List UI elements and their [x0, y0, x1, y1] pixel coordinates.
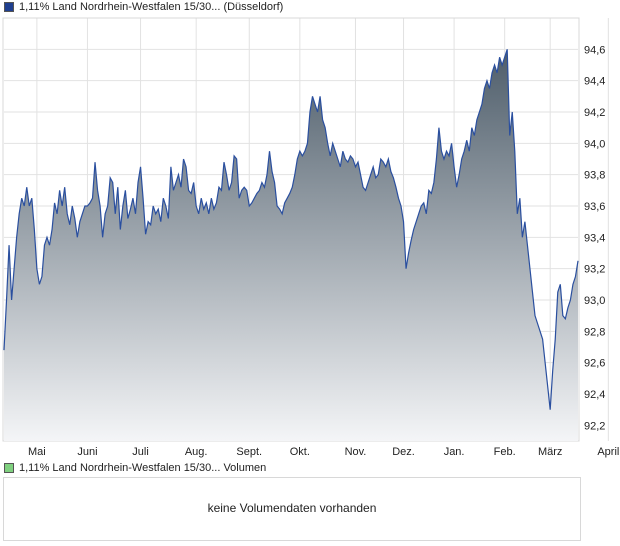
y-tick-label: 94,0 [584, 138, 605, 150]
y-tick-label: 92,4 [584, 389, 605, 401]
x-tick-label: Dez. [392, 446, 415, 458]
x-axis-tick-labels: Mai Juni Juli Aug. Sept. Okt. Nov. Dez. Jan. Feb.… [28, 446, 619, 458]
x-tick-label: Juni [77, 446, 97, 458]
x-tick-label: Okt. [290, 446, 310, 458]
x-tick-label: Feb. [494, 446, 516, 458]
x-tick-label: Nov. [345, 446, 367, 458]
volume-legend-swatch [4, 463, 14, 473]
price-chart: 92,2 92,4 92,6 92,8 93,0 93,2 93,4 93,6 93,8 94,0… [2, 17, 619, 458]
price-legend-label: 1,11% Land Nordrhein-Westfalen 15/30... … [19, 1, 284, 13]
y-tick-label: 92,8 [584, 326, 605, 338]
x-tick-label: April [597, 446, 619, 458]
y-tick-label: 93,6 [584, 201, 605, 213]
x-tick-label: März [538, 446, 562, 458]
volume-panel: keine Volumendaten vorhanden [3, 477, 581, 541]
x-tick-label: Sept. [236, 446, 262, 458]
x-tick-label: Aug. [185, 446, 208, 458]
price-legend-swatch [4, 2, 14, 12]
y-tick-label: 93,2 [584, 264, 605, 276]
volume-empty-message: keine Volumendaten vorhanden [207, 501, 377, 515]
y-tick-label: 94,2 [584, 107, 605, 119]
y-tick-label: 93,8 [584, 170, 605, 182]
price-series-line [3, 49, 579, 410]
volume-legend-label: 1,11% Land Nordrhein-Westfalen 15/30... … [19, 462, 267, 474]
y-tick-label: 92,2 [584, 420, 605, 432]
y-tick-label: 94,4 [584, 76, 605, 88]
x-tick-label: Mai [28, 446, 46, 458]
y-tick-label: 92,6 [584, 358, 605, 370]
x-tick-label: Juli [132, 446, 149, 458]
volume-legend: 1,11% Land Nordrhein-Westfalen 15/30... … [4, 461, 266, 475]
y-tick-label: 93,0 [584, 295, 605, 307]
y-axis-tick-labels: 92,2 92,4 92,6 92,8 93,0 93,2 93,4 93,6 93,8 94,0… [584, 44, 605, 432]
price-area-fill [4, 49, 578, 441]
y-tick-label: 94,6 [584, 44, 605, 56]
y-tick-label: 93,4 [584, 232, 605, 244]
price-legend: 1,11% Land Nordrhein-Westfalen 15/30... … [4, 0, 283, 14]
x-tick-label: Jan. [444, 446, 465, 458]
